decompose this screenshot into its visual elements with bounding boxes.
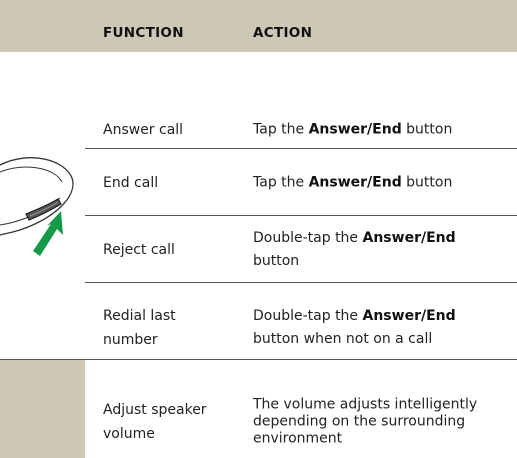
action-line: The volume adjusts intelligently <box>253 397 477 414</box>
text: button <box>253 253 300 269</box>
text: Tap the <box>253 174 309 191</box>
function-line: number <box>103 332 158 348</box>
action-line: environment <box>253 431 477 448</box>
action-line: Double-tap the Answer/End <box>253 227 456 250</box>
text: Double-tap the <box>253 230 363 246</box>
row-rule <box>85 215 517 216</box>
function-cell: Adjust speaker volume <box>103 398 207 446</box>
action-line: button when not on a call <box>253 328 456 351</box>
action-cell: Tap the Answer/End button <box>253 175 452 192</box>
action-line: button <box>253 250 456 273</box>
text: button <box>401 121 453 138</box>
action-cell: Double-tap the Answer/End button <box>253 227 456 273</box>
function-cell: Answer call <box>103 118 183 142</box>
text: button when not on a call <box>253 331 433 347</box>
text: The volume adjusts intelligently <box>253 396 478 413</box>
text: Tap the <box>253 121 309 138</box>
device-illustration <box>0 157 74 256</box>
action-line: depending on the surrounding <box>253 414 477 431</box>
action-line: Tap the Answer/End button <box>253 122 452 139</box>
action-line: Double-tap the Answer/End <box>253 305 456 328</box>
function-line: volume <box>103 426 155 442</box>
function-line: Adjust speaker <box>103 402 207 418</box>
text: Double-tap the <box>253 308 363 324</box>
action-line: Tap the Answer/End button <box>253 175 452 192</box>
bold-text: Answer/End <box>362 230 456 246</box>
function-line: Redial last <box>103 308 176 324</box>
text: button <box>401 174 453 191</box>
column-header: FUNCTION <box>103 25 184 41</box>
action-cell: Double-tap the Answer/End button when not… <box>253 305 456 351</box>
row-rule <box>0 359 517 360</box>
function-cell: Reject call <box>103 238 175 262</box>
row-rule <box>85 148 517 149</box>
action-cell: The volume adjusts intelligently dependin… <box>253 397 477 448</box>
function-line: Answer call <box>103 122 184 138</box>
header-band <box>0 0 517 52</box>
function-line: End call <box>103 175 159 191</box>
text: depending on the surrounding <box>253 413 466 430</box>
text: environment <box>253 430 343 447</box>
bold-text: Answer/End <box>308 121 402 138</box>
function-cell: Redial last number <box>103 304 176 352</box>
bold-text: Answer/End <box>362 308 456 324</box>
function-line: Reject call <box>103 242 175 258</box>
action-cell: Tap the Answer/End button <box>253 122 452 139</box>
bold-text: Answer/End <box>308 174 402 191</box>
side-band <box>0 359 85 458</box>
function-cell: End call <box>103 171 158 195</box>
row-rule <box>85 282 517 283</box>
column-header: ACTION <box>253 25 313 41</box>
